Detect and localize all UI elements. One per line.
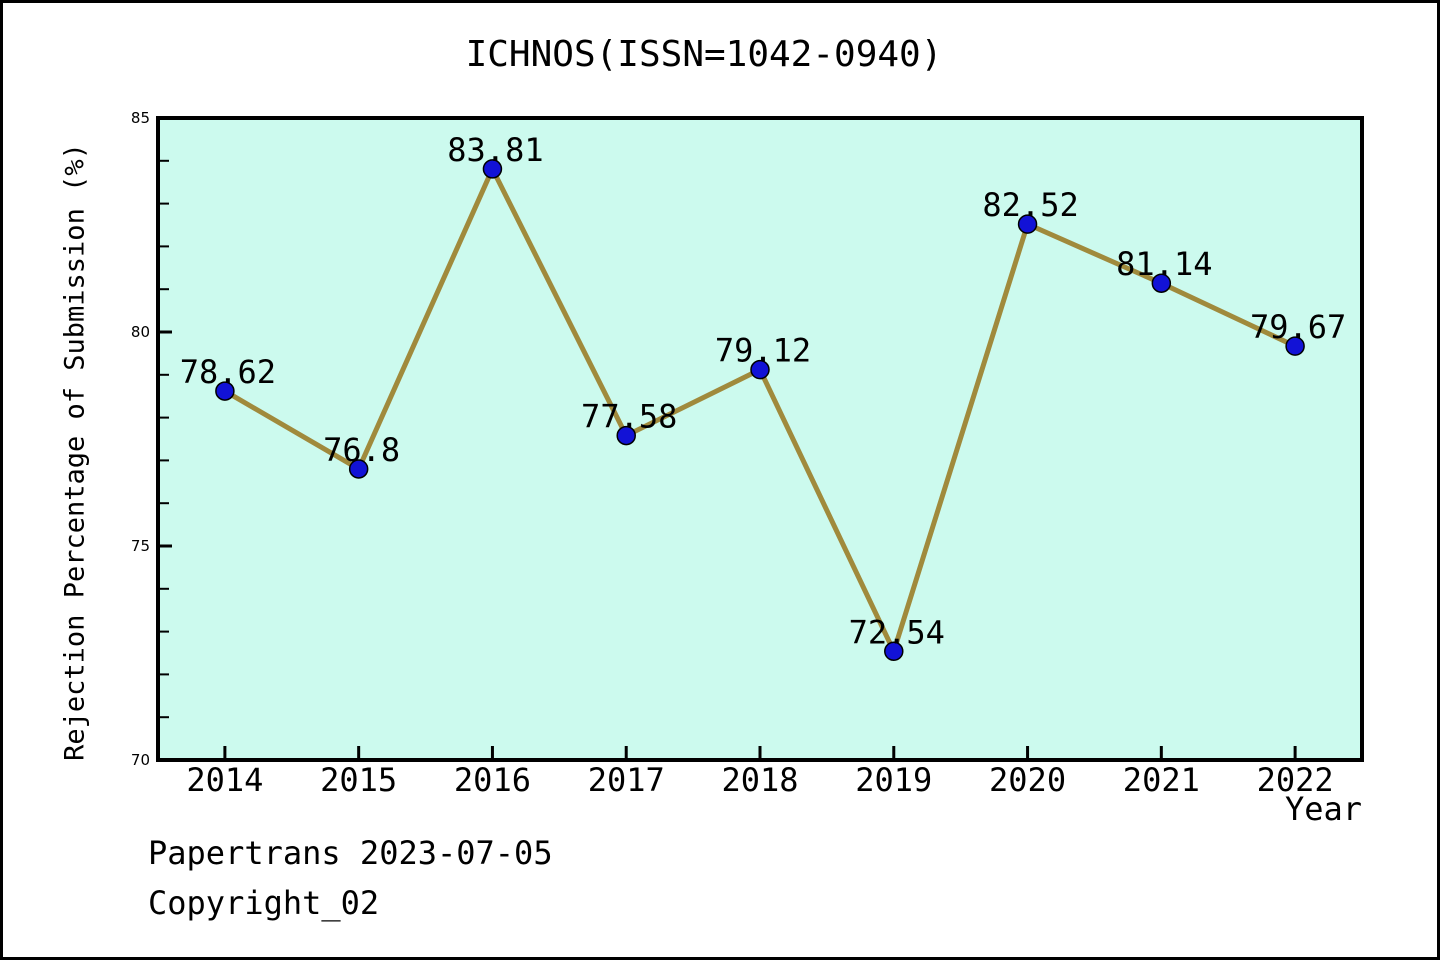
- point-label: 79.67: [1250, 308, 1346, 346]
- point-label: 82.52: [982, 186, 1078, 224]
- point-label: 79.12: [715, 332, 811, 370]
- data-point: [616, 425, 636, 446]
- x-tick-label: 2014: [186, 761, 263, 799]
- data-point: [1285, 336, 1305, 356]
- watermark-line1: Papertrans 2023-07-05: [148, 834, 553, 872]
- x-axis-label: Year: [1285, 790, 1362, 828]
- data-point: [348, 459, 369, 479]
- plot-border: [156, 116, 1364, 762]
- x-tick-label: 2016: [454, 761, 531, 799]
- point-label: 77.58: [581, 398, 677, 436]
- data-point: [482, 159, 503, 179]
- data-point: [750, 359, 770, 380]
- y-axis-label: Rejection Percentage of Submission (%): [60, 143, 91, 761]
- x-tick-label: 2019: [855, 761, 932, 799]
- point-label: 83.81: [447, 131, 543, 169]
- point-label: 72.54: [849, 613, 945, 651]
- y-tick-label: 80: [131, 323, 150, 341]
- point-label: 78.62: [180, 353, 276, 391]
- point-label: 76.8: [323, 431, 400, 469]
- x-tick-label: 2020: [989, 761, 1066, 799]
- data-point: [1151, 273, 1172, 293]
- chart-title: ICHNOS(ISSN=1042-0940): [466, 34, 943, 75]
- x-tick-label: 2022: [1257, 761, 1334, 799]
- y-tick-label: 75: [131, 537, 150, 555]
- data-point: [215, 381, 235, 401]
- data-point: [1017, 214, 1038, 234]
- y-tick-label: 85: [131, 109, 150, 127]
- plot-area: [158, 118, 1362, 760]
- chart-layer: 70 75 80 85 2014 2015 2016 2017 2018 2019 2020 2021…: [131, 109, 1364, 799]
- point-label: 81.14: [1116, 245, 1212, 283]
- data-point: [884, 641, 904, 662]
- x-tick-label: 2021: [1123, 761, 1200, 799]
- y-tick-label: 70: [131, 751, 150, 769]
- watermark-line2: Copyright_02: [148, 884, 379, 922]
- x-tick-label: 2017: [588, 761, 665, 799]
- x-tick-label: 2018: [721, 761, 798, 799]
- x-tick-label: 2015: [320, 761, 397, 799]
